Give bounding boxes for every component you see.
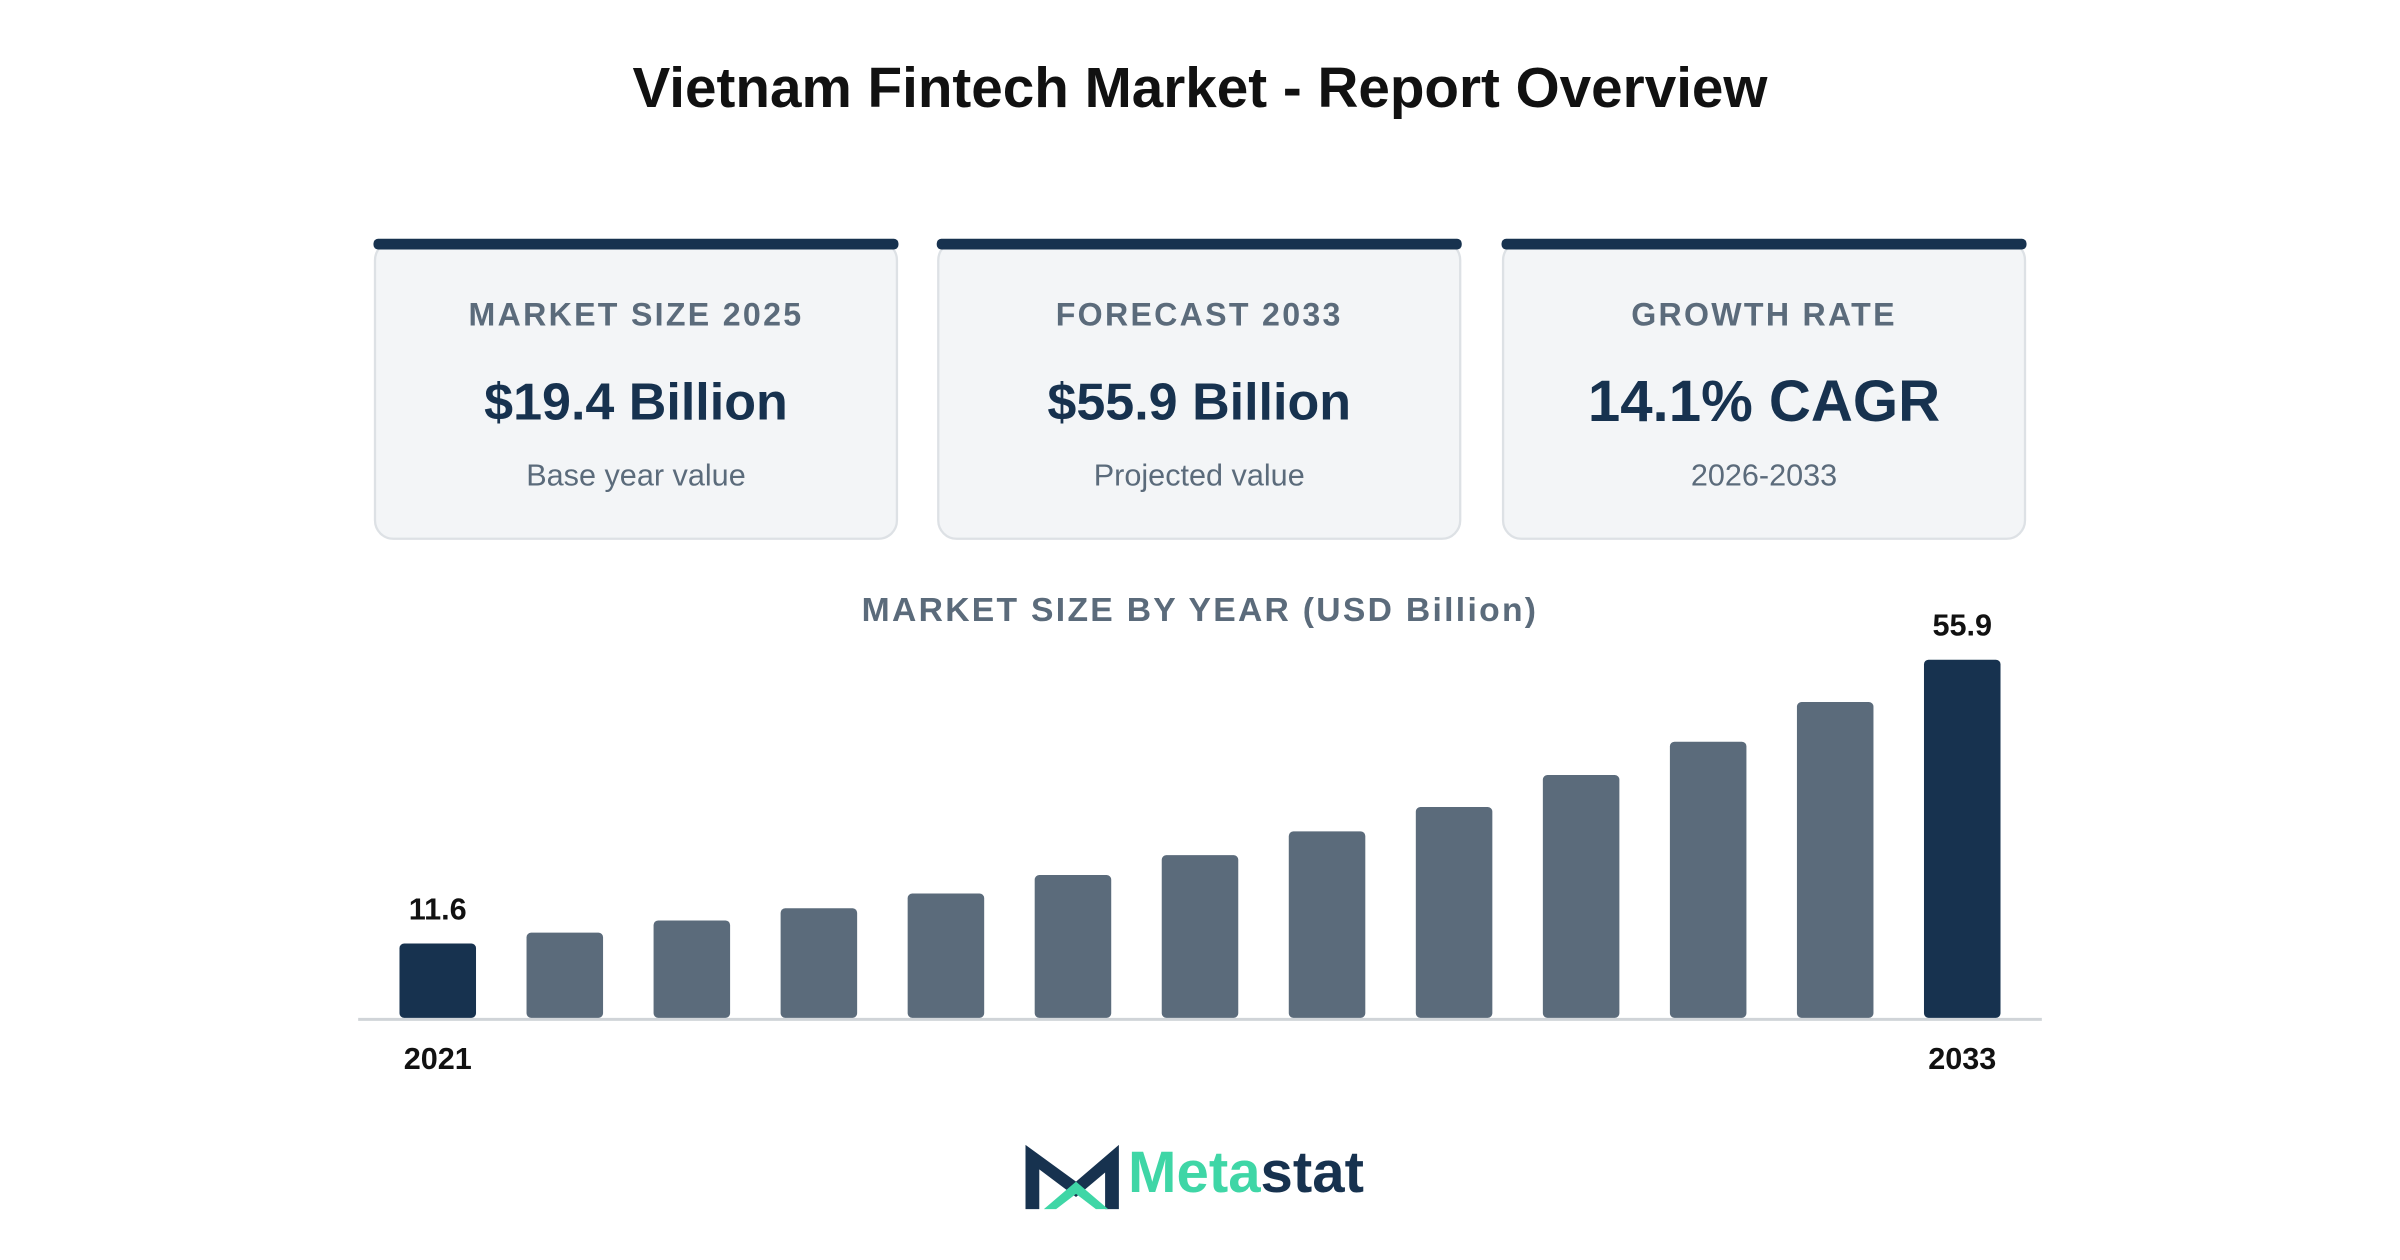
value-label: 11.6 xyxy=(409,892,467,926)
logo-icon-accent xyxy=(1043,1181,1109,1210)
bar xyxy=(526,932,604,1018)
bar xyxy=(1542,775,1620,1018)
card-row: MARKET SIZE 2025 $19.4 Billion Base year v… xyxy=(373,238,2027,540)
bar xyxy=(1923,659,2001,1018)
chart-title: MARKET SIZE BY YEAR (USD Billion) xyxy=(862,592,1539,629)
card-value: $19.4 Billion xyxy=(484,373,788,431)
bar xyxy=(907,893,985,1018)
card-label: GROWTH RATE xyxy=(1631,296,1897,332)
bar xyxy=(399,943,477,1018)
bar xyxy=(1161,855,1239,1018)
logo: Metastat xyxy=(1025,1140,1364,1210)
bar xyxy=(1288,831,1366,1018)
bar xyxy=(1034,874,1112,1018)
card-label: MARKET SIZE 2025 xyxy=(469,296,804,332)
bar xyxy=(1669,741,1747,1018)
bar xyxy=(780,908,858,1018)
card-value: $55.9 Billion xyxy=(1047,373,1351,431)
page-title: Vietnam Fintech Market - Report Overview xyxy=(633,57,1769,120)
logo-part: Meta xyxy=(1128,1140,1261,1205)
stat-card: GROWTH RATE 14.1% CAGR 2026-2033 xyxy=(1501,238,2027,540)
card-accent xyxy=(936,238,1462,250)
stat-card: MARKET SIZE 2025 $19.4 Billion Base year v… xyxy=(373,238,899,540)
card-accent xyxy=(1501,238,2027,250)
card-accent xyxy=(373,238,899,250)
card-note: Base year value xyxy=(526,459,746,493)
stat-card: FORECAST 2033 $55.9 Billion Projected valu… xyxy=(936,238,1462,540)
logo-text: Metastat xyxy=(1128,1140,1364,1205)
x-tick-label: 2021 xyxy=(404,1042,472,1076)
card-note: Projected value xyxy=(1094,459,1305,493)
logo-icon xyxy=(1025,1144,1119,1210)
bar xyxy=(1415,807,1493,1018)
value-label: 55.9 xyxy=(1932,609,1992,643)
x-tick-label: 2033 xyxy=(1928,1042,1996,1076)
card-value: 14.1% CAGR xyxy=(1588,369,1940,434)
bar xyxy=(653,920,731,1018)
card-note: 2026-2033 xyxy=(1691,459,1837,493)
logo-part: stat xyxy=(1261,1140,1364,1205)
bar xyxy=(1796,701,1874,1018)
card-label: FORECAST 2033 xyxy=(1056,296,1343,332)
bar-chart: 2021 11.6 2033 55.9 xyxy=(358,609,2042,1076)
